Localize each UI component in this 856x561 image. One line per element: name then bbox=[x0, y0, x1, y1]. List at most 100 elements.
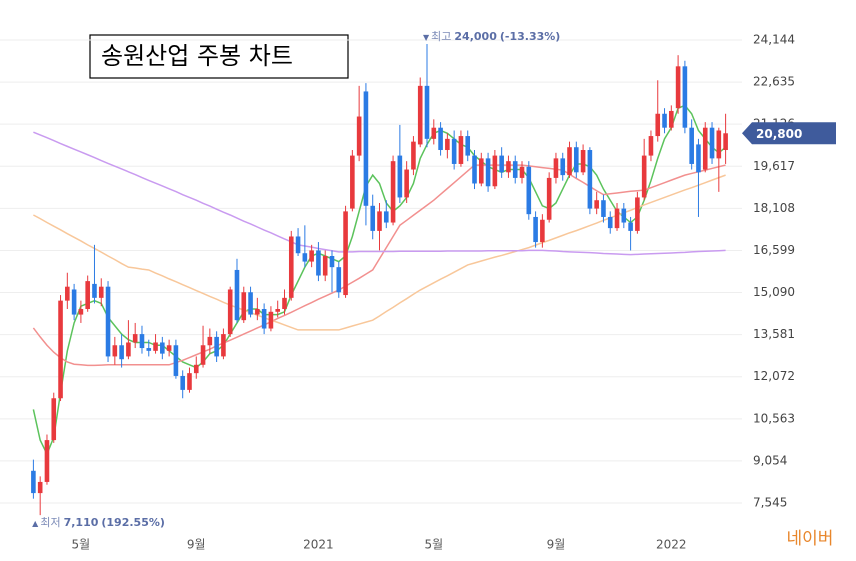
candle-body bbox=[356, 116, 362, 156]
candle-body bbox=[431, 127, 437, 139]
candle-body bbox=[193, 364, 199, 374]
candle-body bbox=[519, 166, 525, 178]
annotation-change: (192.55%) bbox=[101, 516, 165, 529]
candle-body bbox=[662, 113, 667, 128]
candle-body bbox=[635, 197, 640, 231]
candle-body bbox=[614, 208, 620, 229]
candle-body bbox=[288, 236, 294, 298]
candle-body bbox=[126, 342, 131, 357]
annotation-value: 24,000 bbox=[454, 30, 497, 43]
y-tick-label: 12,072 bbox=[753, 369, 795, 383]
annotation-marker: ▼ bbox=[423, 33, 430, 42]
y-tick-label: 9,054 bbox=[753, 453, 787, 467]
candle-body bbox=[71, 289, 77, 315]
candle-body bbox=[709, 127, 715, 159]
y-tick-label: 7,545 bbox=[753, 495, 787, 509]
candle-body bbox=[98, 286, 104, 298]
candle-body bbox=[227, 289, 233, 335]
source: 네이버 bbox=[787, 529, 834, 549]
candle-body bbox=[390, 161, 396, 223]
y-tick-label: 15,090 bbox=[753, 285, 795, 299]
candle-body bbox=[716, 130, 722, 159]
candle-body bbox=[234, 269, 240, 321]
candle-body bbox=[255, 309, 260, 315]
y-tick-label: 24,144 bbox=[753, 32, 795, 46]
candle-body bbox=[553, 158, 559, 178]
candle-body bbox=[465, 136, 471, 156]
y-tick-label: 19,617 bbox=[753, 159, 795, 173]
y-tick-label: 18,108 bbox=[753, 201, 795, 215]
candle-body bbox=[540, 219, 545, 243]
annotation: ▲ 최저 7,110 (192.55%) bbox=[32, 516, 165, 529]
candle-body bbox=[275, 309, 281, 312]
candle-body bbox=[241, 292, 247, 321]
y-tick-label: 13,581 bbox=[753, 327, 795, 341]
candle-body bbox=[445, 138, 450, 151]
candle-body bbox=[65, 286, 70, 301]
candle-body bbox=[451, 138, 457, 164]
candle-body bbox=[628, 222, 633, 231]
candle-body bbox=[166, 345, 172, 351]
candle-body bbox=[119, 345, 124, 360]
candle-body bbox=[404, 169, 409, 198]
candle-body bbox=[146, 348, 152, 351]
candle-body bbox=[499, 155, 504, 173]
last-price-label: 20,800 bbox=[756, 127, 802, 141]
candle-body bbox=[492, 155, 498, 187]
candle-body bbox=[458, 136, 464, 164]
annotation-value: 7,110 bbox=[64, 516, 99, 529]
candle-body bbox=[512, 161, 518, 178]
candle-body bbox=[112, 345, 118, 357]
candle-body bbox=[560, 158, 566, 176]
candle-body bbox=[316, 250, 321, 276]
candle-body bbox=[200, 345, 206, 365]
candle-body bbox=[173, 345, 179, 376]
candle-body bbox=[689, 127, 694, 164]
candle-body bbox=[350, 155, 355, 209]
ma-line bbox=[33, 174, 726, 331]
candle-body bbox=[302, 253, 308, 262]
y-tick-label: 10,563 bbox=[753, 411, 795, 425]
candle-body bbox=[329, 256, 335, 268]
candle-body bbox=[383, 211, 389, 223]
x-tick-label: 2022 bbox=[656, 538, 687, 552]
x-tick-label: 2021 bbox=[303, 538, 334, 552]
candle-body bbox=[37, 481, 43, 494]
candle-body bbox=[411, 141, 416, 170]
candle-body bbox=[268, 311, 274, 329]
candle-body bbox=[322, 256, 328, 276]
candle-body bbox=[248, 292, 253, 315]
candle-body bbox=[506, 161, 511, 173]
candle-body bbox=[261, 309, 267, 329]
x-tick-label: 5월 bbox=[72, 538, 91, 552]
candle-body bbox=[343, 211, 348, 296]
candle-body bbox=[221, 334, 226, 357]
candle-body bbox=[574, 147, 579, 173]
ma-line bbox=[32, 104, 727, 456]
candle-body bbox=[282, 297, 287, 310]
candle-body bbox=[58, 300, 63, 399]
candle-body bbox=[533, 216, 538, 243]
candle-body bbox=[478, 158, 484, 184]
candle-body bbox=[424, 85, 430, 139]
candle-body bbox=[377, 211, 382, 231]
y-tick-label: 22,635 bbox=[753, 75, 795, 89]
annotation-marker: ▲ bbox=[32, 519, 39, 528]
candle-body bbox=[472, 155, 477, 184]
candle-body bbox=[363, 91, 369, 206]
candle-body bbox=[31, 470, 36, 494]
annotation-change: (-13.33%) bbox=[500, 30, 560, 43]
candle-body bbox=[417, 85, 423, 145]
chart-title: 송원산업 주봉 차트 bbox=[101, 42, 293, 70]
candle-body bbox=[139, 334, 145, 349]
candle-body bbox=[295, 236, 301, 254]
candle-body bbox=[675, 66, 681, 109]
candle-body bbox=[702, 127, 708, 170]
candle-body bbox=[696, 144, 701, 173]
candle-body bbox=[105, 286, 111, 357]
candle-body bbox=[51, 398, 57, 441]
candle-body bbox=[180, 375, 185, 390]
x-tick-label: 9월 bbox=[187, 538, 206, 552]
annotation-label: 최고 bbox=[431, 30, 451, 43]
